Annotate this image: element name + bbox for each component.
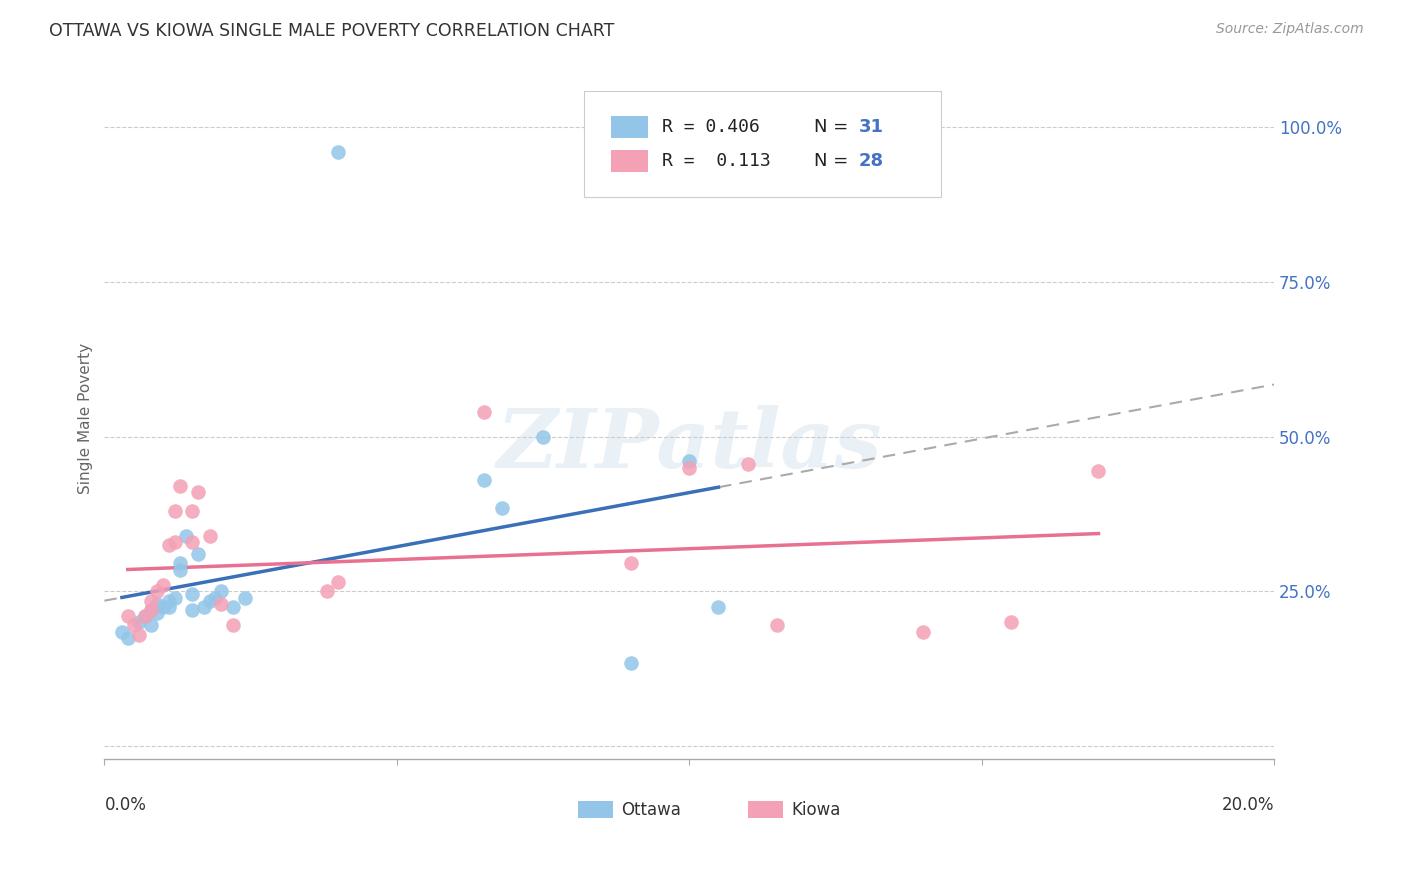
Point bbox=[163, 591, 186, 605]
Bar bbox=[748, 801, 783, 819]
Text: Source: ZipAtlas.com: Source: ZipAtlas.com bbox=[1216, 22, 1364, 37]
Point bbox=[146, 584, 169, 599]
Point bbox=[157, 538, 180, 552]
Text: 0.0%: 0.0% bbox=[104, 796, 146, 814]
Point bbox=[163, 504, 186, 518]
Point bbox=[209, 597, 232, 611]
Point bbox=[111, 624, 134, 639]
Text: ZIPatlas: ZIPatlas bbox=[496, 405, 882, 485]
Text: OTTAWA VS KIOWA SINGLE MALE POVERTY CORRELATION CHART: OTTAWA VS KIOWA SINGLE MALE POVERTY CORR… bbox=[49, 22, 614, 40]
Point bbox=[169, 479, 191, 493]
Point bbox=[163, 534, 186, 549]
Point bbox=[187, 547, 209, 561]
Text: 31: 31 bbox=[859, 118, 884, 136]
Bar bbox=[610, 116, 648, 138]
Point bbox=[315, 584, 337, 599]
Point bbox=[187, 485, 209, 500]
Point bbox=[1000, 615, 1022, 630]
Point bbox=[169, 563, 191, 577]
Point bbox=[209, 584, 232, 599]
Point bbox=[146, 606, 169, 620]
Point bbox=[157, 593, 180, 607]
Point bbox=[198, 593, 221, 607]
Bar bbox=[610, 151, 648, 172]
Text: 28: 28 bbox=[859, 153, 884, 170]
Point bbox=[117, 609, 139, 624]
Y-axis label: Single Male Poverty: Single Male Poverty bbox=[79, 343, 93, 493]
Point bbox=[912, 624, 935, 639]
Point bbox=[1087, 464, 1109, 478]
Text: Ottawa: Ottawa bbox=[621, 801, 681, 819]
Point bbox=[141, 603, 163, 617]
Bar bbox=[578, 801, 613, 819]
Point bbox=[169, 557, 191, 571]
Point bbox=[233, 591, 256, 605]
Point bbox=[328, 575, 350, 590]
Text: N =: N = bbox=[814, 153, 855, 170]
Point bbox=[737, 458, 759, 472]
Point bbox=[128, 628, 150, 642]
Point bbox=[117, 631, 139, 645]
FancyBboxPatch shape bbox=[583, 91, 941, 196]
Point bbox=[181, 603, 204, 617]
Point bbox=[157, 599, 180, 614]
Point bbox=[204, 591, 226, 605]
Text: N =: N = bbox=[814, 118, 855, 136]
Point bbox=[141, 618, 163, 632]
Point bbox=[141, 593, 163, 607]
Point bbox=[328, 145, 350, 159]
Point bbox=[152, 599, 174, 614]
Point bbox=[222, 599, 245, 614]
Point bbox=[134, 609, 156, 624]
Point bbox=[620, 557, 643, 571]
Point bbox=[707, 599, 730, 614]
Point bbox=[141, 603, 163, 617]
Point bbox=[134, 609, 156, 624]
Text: R =  0.113: R = 0.113 bbox=[662, 153, 770, 170]
Point bbox=[152, 578, 174, 592]
Point bbox=[474, 473, 496, 487]
Text: 20.0%: 20.0% bbox=[1222, 796, 1274, 814]
Point bbox=[620, 656, 643, 670]
Point bbox=[146, 597, 169, 611]
Point bbox=[222, 618, 245, 632]
Point bbox=[193, 599, 215, 614]
Point bbox=[174, 528, 197, 542]
Text: Kiowa: Kiowa bbox=[792, 801, 841, 819]
Point bbox=[531, 429, 554, 443]
Point bbox=[678, 460, 700, 475]
Point bbox=[678, 454, 700, 468]
Point bbox=[128, 615, 150, 630]
Point bbox=[181, 504, 204, 518]
Point bbox=[181, 587, 204, 601]
Point bbox=[181, 534, 204, 549]
Text: R = 0.406: R = 0.406 bbox=[662, 118, 761, 136]
Point bbox=[766, 618, 789, 632]
Point bbox=[474, 405, 496, 419]
Point bbox=[491, 500, 513, 515]
Point bbox=[198, 528, 221, 542]
Point bbox=[122, 618, 145, 632]
